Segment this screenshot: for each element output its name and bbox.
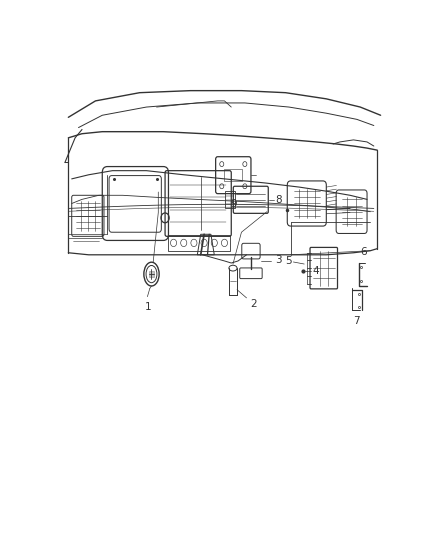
Text: 5: 5 (285, 256, 291, 266)
Text: 9: 9 (230, 199, 237, 208)
Text: 1: 1 (145, 302, 152, 312)
Text: 3: 3 (275, 255, 281, 265)
Text: 2: 2 (250, 299, 257, 309)
Text: 4: 4 (313, 266, 319, 276)
Text: 8: 8 (276, 195, 282, 205)
Bar (149, 271, 154, 277)
Text: 6: 6 (360, 247, 367, 257)
Bar (169, 235, 230, 251)
Bar (224, 169, 242, 181)
Bar (225, 191, 235, 208)
Text: 7: 7 (353, 317, 360, 326)
